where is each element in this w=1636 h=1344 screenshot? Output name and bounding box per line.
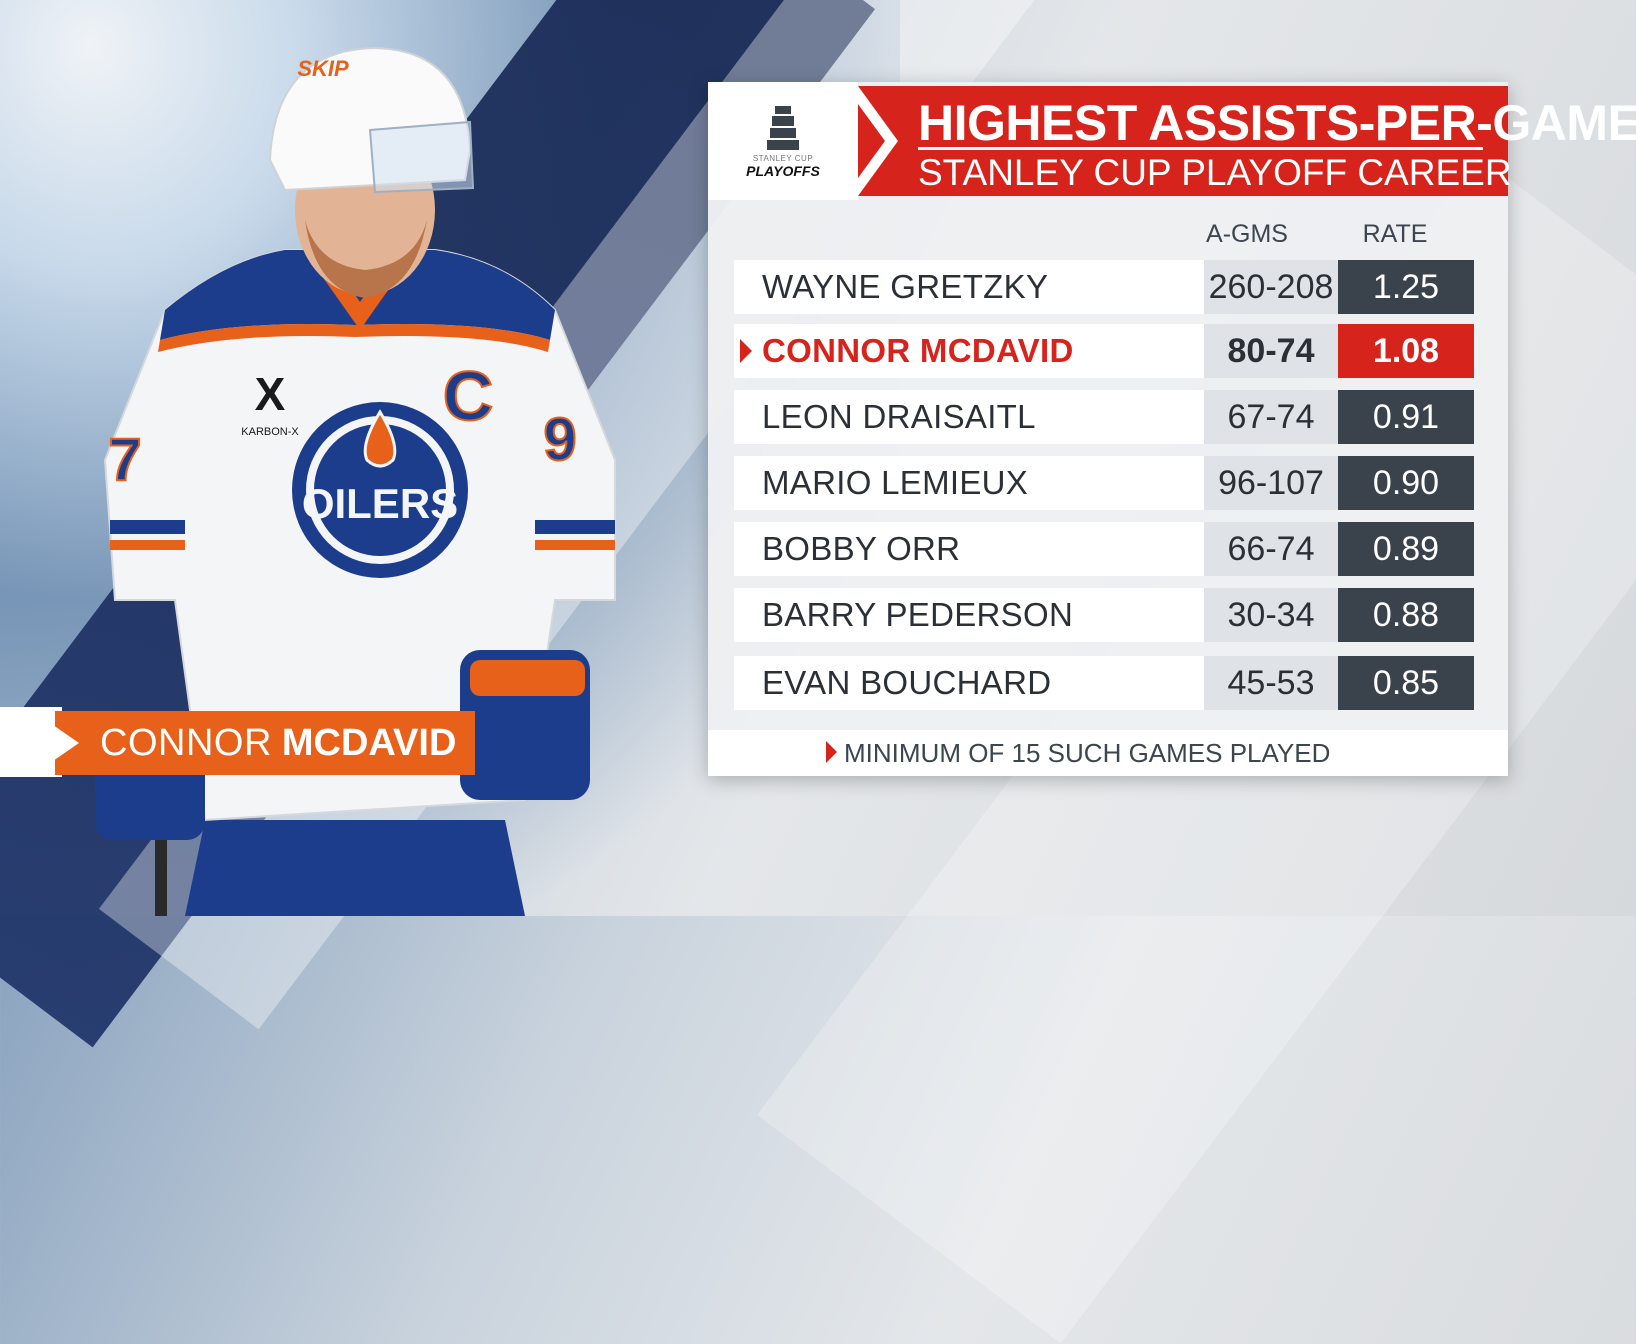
nameplate-last-name: MCDAVID bbox=[281, 721, 457, 764]
assists-games: 66-74 bbox=[1227, 530, 1315, 568]
assist-rate: 1.25 bbox=[1372, 268, 1440, 306]
assist-rate: 0.85 bbox=[1372, 664, 1440, 702]
table-row: LEON DRAISAITL 67-74 0.91 bbox=[734, 390, 1478, 444]
player-image: OILERS C X KARBON-X 7 9 SKIP bbox=[95, 46, 616, 916]
assist-rate: 0.89 bbox=[1372, 530, 1440, 568]
games-cell: 30-34 bbox=[1204, 588, 1338, 642]
name-cell: MARIO LEMIEUX bbox=[734, 456, 1204, 510]
assist-rate: 1.08 bbox=[1372, 332, 1440, 370]
games-cell: 80-74 bbox=[1204, 324, 1338, 378]
rate-cell: 1.08 bbox=[1338, 324, 1474, 378]
arm-stripe-left-orange bbox=[110, 540, 185, 550]
column-header-rate: RATE bbox=[1362, 220, 1428, 248]
helmet-visor bbox=[368, 120, 475, 194]
oilers-drop-icon bbox=[363, 409, 397, 468]
name-cell: BOBBY ORR bbox=[734, 522, 1204, 576]
player-beard bbox=[305, 220, 427, 298]
header-chevron-inner bbox=[858, 104, 885, 178]
player-name: CONNOR MCDAVID bbox=[762, 332, 1074, 369]
logo-big-text: PLAYOFFS bbox=[746, 162, 820, 179]
rate-cell: 0.91 bbox=[1338, 390, 1474, 444]
assists-games: 96-107 bbox=[1218, 464, 1324, 502]
nameplate-tab bbox=[0, 707, 62, 777]
stanley-cup-trophy-icon bbox=[767, 105, 799, 150]
nameplate-first-name: CONNOR bbox=[100, 721, 272, 764]
games-cell: 260-208 bbox=[1204, 260, 1338, 314]
footnote-pointer-icon bbox=[826, 741, 837, 763]
name-cell: CONNOR MCDAVID bbox=[734, 324, 1204, 378]
games-cell: 66-74 bbox=[1204, 522, 1338, 576]
table-row: EVAN BOUCHARD 45-53 0.85 bbox=[734, 656, 1478, 710]
graphic-title: HIGHEST ASSISTS-PER-GAME bbox=[918, 95, 1636, 151]
rate-cell: 1.25 bbox=[1338, 260, 1474, 314]
table-row: WAYNE GRETZKY 260-208 1.25 bbox=[734, 260, 1478, 314]
rate-cell: 0.90 bbox=[1338, 456, 1474, 510]
highlight-pointer-icon bbox=[740, 339, 752, 363]
player-name: BOBBY ORR bbox=[762, 530, 961, 567]
assist-rate: 0.91 bbox=[1372, 398, 1440, 436]
header-divider bbox=[918, 147, 1483, 150]
name-cell: LEON DRAISAITL bbox=[734, 390, 1204, 444]
assists-games: 260-208 bbox=[1208, 268, 1334, 306]
footnote-bar: MINIMUM OF 15 SUCH GAMES PLAYED bbox=[708, 730, 1508, 776]
table-row: BARRY PEDERSON 30-34 0.88 bbox=[734, 588, 1478, 642]
games-cell: 45-53 bbox=[1204, 656, 1338, 710]
column-header-games: A-GMS bbox=[1206, 220, 1288, 248]
table-row-highlighted: CONNOR MCDAVID 80-74 1.08 bbox=[734, 324, 1478, 378]
graphic-subtitle: STANLEY CUP PLAYOFF CAREER bbox=[918, 152, 1512, 193]
glove-right-cuff bbox=[470, 660, 585, 696]
sleeve-number-left: 7 bbox=[108, 426, 141, 493]
name-cell: EVAN BOUCHARD bbox=[734, 656, 1204, 710]
captain-badge: C bbox=[443, 357, 494, 435]
footnote-text: MINIMUM OF 15 SUCH GAMES PLAYED bbox=[844, 738, 1331, 768]
chevron-right-icon bbox=[53, 725, 79, 761]
player-pants bbox=[185, 820, 525, 916]
assists-games: 67-74 bbox=[1227, 398, 1315, 436]
player-name: BARRY PEDERSON bbox=[762, 596, 1074, 633]
arm-stripe-right-blue bbox=[535, 520, 615, 534]
arm-stripe-right-orange bbox=[535, 540, 615, 550]
table-row: BOBBY ORR 66-74 0.89 bbox=[734, 522, 1478, 576]
assist-rate: 0.90 bbox=[1372, 464, 1440, 502]
stats-panel: STANLEY CUP PLAYOFFS HIGHEST ASSISTS-PER… bbox=[708, 82, 1636, 776]
assists-games: 45-53 bbox=[1227, 664, 1315, 702]
header-red-band bbox=[858, 86, 1508, 196]
rate-cell: 0.85 bbox=[1338, 656, 1474, 710]
player-name: MARIO LEMIEUX bbox=[762, 464, 1029, 501]
assists-games: 80-74 bbox=[1227, 332, 1315, 370]
games-cell: 67-74 bbox=[1204, 390, 1338, 444]
assists-games: 30-34 bbox=[1227, 596, 1315, 634]
stanley-cup-playoffs-logo: STANLEY CUP PLAYOFFS bbox=[708, 82, 858, 200]
rate-cell: 0.89 bbox=[1338, 522, 1474, 576]
helmet-sponsor: SKIP bbox=[297, 56, 349, 81]
logo-small-text: STANLEY CUP bbox=[752, 153, 814, 163]
table-row: MARIO LEMIEUX 96-107 0.90 bbox=[734, 456, 1478, 510]
player-name: LEON DRAISAITL bbox=[762, 398, 1036, 435]
player-name: EVAN BOUCHARD bbox=[762, 664, 1052, 701]
player-nameplate: CONNOR MCDAVID bbox=[53, 711, 475, 775]
name-cell: BARRY PEDERSON bbox=[734, 588, 1204, 642]
oilers-crest-core bbox=[314, 424, 446, 556]
games-cell: 96-107 bbox=[1204, 456, 1338, 510]
name-cell: WAYNE GRETZKY bbox=[734, 260, 1204, 314]
player-name: WAYNE GRETZKY bbox=[762, 268, 1049, 305]
assist-rate: 0.88 bbox=[1372, 596, 1440, 634]
sleeve-number-right: 9 bbox=[543, 406, 576, 473]
panel-header: STANLEY CUP PLAYOFFS HIGHEST ASSISTS-PER… bbox=[708, 82, 1636, 200]
jersey-yoke-stripe bbox=[158, 324, 550, 352]
rate-cell: 0.88 bbox=[1338, 588, 1474, 642]
sponsor-patch: KARBON-X bbox=[241, 426, 299, 438]
karbon-x-logo: X bbox=[255, 368, 286, 420]
jersey-crest-text: OILERS bbox=[302, 480, 458, 527]
arm-stripe-left-blue bbox=[110, 520, 185, 534]
